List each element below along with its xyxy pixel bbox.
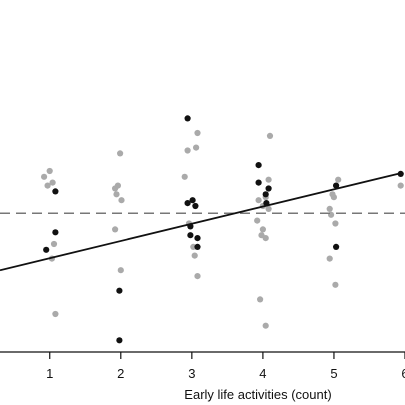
series-b-point [117,150,124,157]
series-a-point [265,185,272,192]
series-a-point [52,188,59,195]
series-a-point [184,115,191,122]
series-b-point [265,205,272,212]
series-b-point [255,197,262,204]
series-b-point [258,232,265,239]
series-a-points [43,115,404,344]
series-b-point [194,273,201,280]
series-a-point [184,200,191,207]
series-b-point [112,226,119,233]
series-b-points [41,129,404,329]
x-tick-label: 6 [401,366,405,381]
series-b-point [194,129,201,137]
series-b-point [332,281,339,288]
series-b-point [41,173,48,180]
series-b-point [49,179,56,186]
series-b-point [326,205,333,212]
x-axis-title: Early life activities (count) [184,387,331,402]
series-a-point [192,202,199,210]
series-a-point [333,243,340,250]
series-a-point [255,162,262,169]
series-b-point [193,144,200,151]
series-b-point [265,176,272,183]
series-b-point [332,220,339,227]
series-b-point [326,255,333,262]
series-a-point [189,197,196,204]
series-a-point [43,246,50,253]
series-b-point [114,182,121,189]
x-tick-label: 3 [188,366,195,381]
series-b-point [184,147,191,154]
series-b-point [181,173,188,180]
x-tick-label: 2 [117,366,124,381]
series-a-point [194,235,201,242]
series-b-point [46,167,53,175]
series-a-point [116,287,123,294]
series-a-point [397,170,404,177]
series-b-point [335,176,342,183]
series-a-point [52,229,59,236]
series-b-point [266,132,274,139]
series-b-point [52,310,59,318]
series-b-point [113,191,120,198]
series-b-point [262,322,269,329]
series-a-point [262,191,269,198]
series-a-point [255,179,262,186]
series-a-point [333,182,340,189]
series-b-point [191,252,198,259]
x-tick-label: 1 [46,366,53,381]
x-axis-ticks: 1 2 3 4 5 6 [46,352,405,381]
series-b-point [254,217,261,224]
regression-fit-line [0,173,399,272]
series-b-point [259,226,266,233]
x-tick-label: 5 [330,366,337,381]
x-tick-label: 4 [259,366,266,381]
series-b-point [44,182,51,189]
series-a-point [116,337,123,344]
series-b-point [257,296,264,303]
series-a-point [194,243,201,250]
series-b-point [118,197,125,204]
series-b-point [330,194,337,201]
series-b-point [397,182,404,189]
series-b-point [50,240,58,248]
series-a-point [187,232,194,239]
series-b-point [117,267,124,274]
